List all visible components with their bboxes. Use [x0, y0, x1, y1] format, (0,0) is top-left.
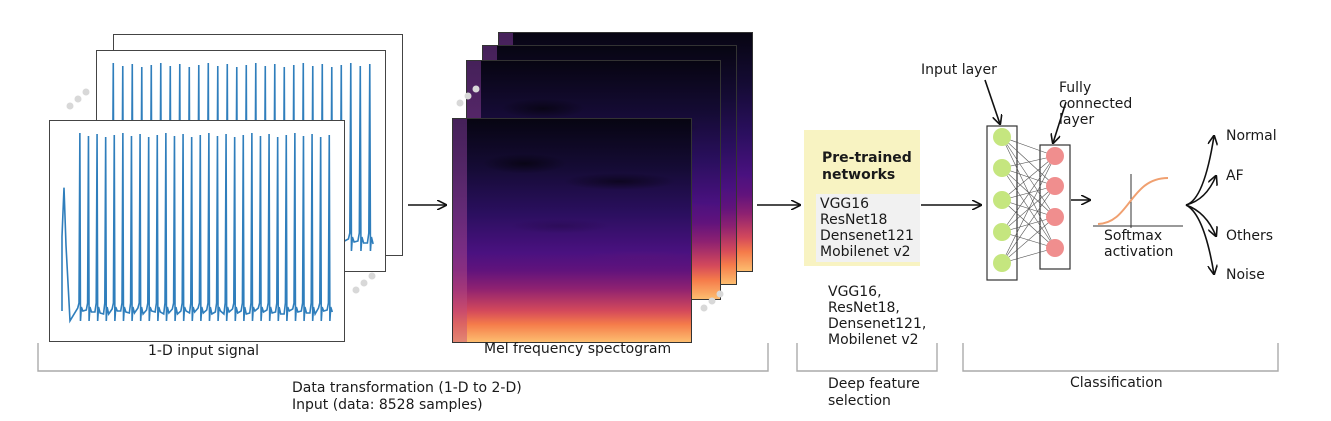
- nn-edge: [1001, 155, 1056, 264]
- input-layer-label: Input layer: [921, 62, 997, 78]
- fc-line1: Fully: [1059, 80, 1092, 96]
- input-node: [993, 191, 1011, 209]
- output-noise: Noise: [1226, 267, 1265, 283]
- network-below-item: Mobilenet v2: [828, 332, 919, 348]
- output-af: AF: [1226, 168, 1244, 184]
- networks-below-list: VGG16, ResNet18, Densenet121, Mobilenet …: [828, 284, 926, 348]
- nn-edge: [1001, 185, 1056, 201]
- network-item: Mobilenet v2: [820, 244, 911, 260]
- nn-edge: [1001, 247, 1056, 264]
- spectrogram-label: Mel frequency spectogram: [484, 341, 672, 357]
- stack-dots-bottom-left: [352, 272, 376, 294]
- fc-node: [1046, 208, 1064, 226]
- network-below-item: VGG16,: [828, 284, 882, 300]
- network-below-item: Densenet121,: [828, 316, 927, 332]
- bracket-classification: [962, 343, 1279, 372]
- nn-edge: [1001, 167, 1056, 187]
- network-item: VGG16: [820, 196, 870, 212]
- nn-edge: [1001, 167, 1056, 218]
- fc-line3: layer: [1059, 112, 1095, 128]
- stack-dots-bottom-spec: [700, 290, 724, 312]
- softmax-line2: activation: [1104, 244, 1174, 260]
- nn-edge: [1001, 185, 1056, 264]
- pretrained-networks-list: VGG16 ResNet18 Densenet121 Mobilenet v2: [816, 194, 920, 262]
- fc-node: [1046, 147, 1064, 165]
- nn-nodes: [993, 128, 1064, 272]
- ecg-trace: [61, 132, 334, 324]
- input-node: [993, 223, 1011, 241]
- data-transformation-line2: Input (data: 8528 samples): [292, 397, 483, 413]
- spectrogram-front: [452, 118, 692, 343]
- softmax-sigmoid-curve: [1097, 177, 1169, 225]
- nn-connections: [1001, 136, 1056, 264]
- ecg-signal-front: [61, 132, 334, 324]
- softmax-line1: Softmax: [1104, 228, 1163, 244]
- nn-edge: [1001, 155, 1056, 201]
- data-transformation-line1: Data transformation (1-D to 2-D): [292, 380, 522, 396]
- nn-edge: [1001, 155, 1056, 169]
- bracket-data-transformation: [37, 343, 769, 372]
- classification-label: Classification: [1070, 375, 1163, 391]
- network-item: ResNet18: [820, 212, 888, 228]
- softmax-label: Softmax activation: [1104, 228, 1173, 260]
- signal-panel-front: [49, 120, 345, 342]
- output-branches: [1185, 136, 1216, 274]
- arrow-input-layer-pointer: [984, 79, 1000, 124]
- nn-edge: [1001, 136, 1056, 157]
- output-normal: Normal: [1226, 128, 1277, 144]
- nn-edge: [1001, 216, 1056, 264]
- input-node: [993, 128, 1011, 146]
- pretrained-networks-title: Pre-trained networks: [822, 150, 912, 183]
- fc-node: [1046, 239, 1064, 257]
- deep-feature-line1: Deep feature: [828, 376, 920, 392]
- arrow-fc-layer-pointer: [1053, 101, 1067, 143]
- fc-node: [1046, 177, 1064, 195]
- nn-edge: [1001, 136, 1056, 187]
- bracket-deep-feature: [796, 343, 938, 372]
- nn-edge: [1001, 199, 1056, 218]
- fc-line2: connected: [1059, 96, 1133, 112]
- stack-dots-top-left: [66, 88, 90, 110]
- input-node: [993, 159, 1011, 177]
- input-node: [993, 254, 1011, 272]
- network-item: Densenet121: [820, 228, 914, 244]
- deep-feature-line2: selection: [828, 393, 891, 409]
- input-signal-label: 1-D input signal: [148, 343, 260, 359]
- output-others: Others: [1226, 228, 1274, 244]
- network-below-item: ResNet18,: [828, 300, 900, 316]
- data-transformation-label: Data transformation (1-D to 2-D) Input (…: [292, 380, 522, 414]
- fully-connected-label: Fully connected layer: [1059, 80, 1132, 128]
- stack-dots-top-spec: [456, 85, 480, 107]
- deep-feature-label: Deep feature selection: [828, 376, 920, 410]
- nn-edge: [1001, 167, 1056, 249]
- nn-edge: [1001, 155, 1056, 233]
